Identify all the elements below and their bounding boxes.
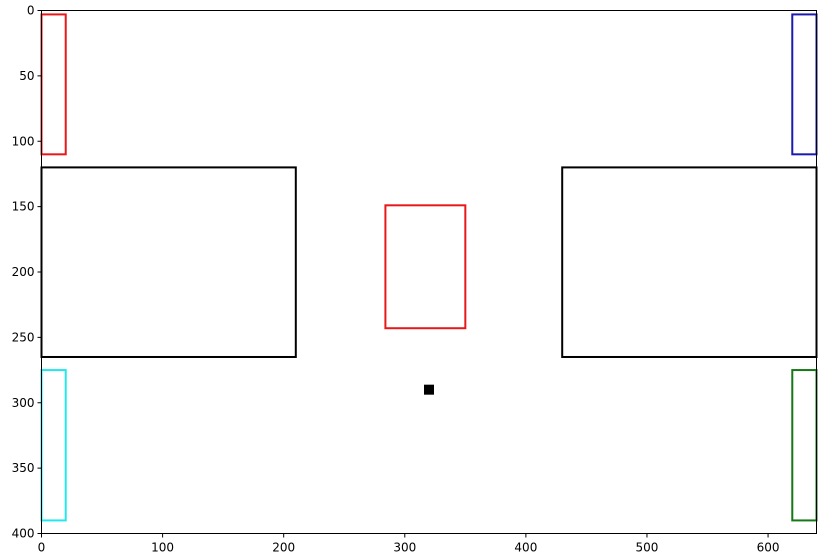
x-axis: 0 100 200 300 400 500 600 <box>38 533 780 555</box>
y-tick-label: 350 <box>12 461 35 475</box>
rectangle-3 <box>40 166 297 358</box>
y-tick-label: 0 <box>27 4 35 18</box>
y-tick-label: 100 <box>12 134 35 148</box>
rectangle-1 <box>40 13 67 156</box>
y-tick-label: 50 <box>19 69 34 83</box>
x-tick-label: 200 <box>272 541 295 555</box>
rectangle-6 <box>40 369 67 522</box>
x-tick-label: 0 <box>38 541 46 555</box>
y-tick-label: 150 <box>12 200 35 214</box>
rectangle-4 <box>561 166 818 358</box>
y-tick-label: 400 <box>12 527 35 541</box>
x-tick-label: 300 <box>393 541 416 555</box>
x-tick-label: 500 <box>636 541 659 555</box>
axes-frame <box>41 10 817 534</box>
x-tick-label: 400 <box>514 541 537 555</box>
point-marker-1 <box>424 384 434 395</box>
rectangle-2 <box>791 13 818 156</box>
x-tick-label: 600 <box>757 541 780 555</box>
x-tick-label: 100 <box>151 541 174 555</box>
y-axis: 0 50 100 150 200 250 300 350 400 <box>12 4 42 541</box>
y-tick-label: 300 <box>12 396 35 410</box>
y-tick-label: 200 <box>12 265 35 279</box>
rectangle-7 <box>791 369 818 522</box>
y-tick-label: 250 <box>12 330 35 344</box>
rectangle-5 <box>384 204 467 330</box>
plot-marks <box>40 13 818 522</box>
